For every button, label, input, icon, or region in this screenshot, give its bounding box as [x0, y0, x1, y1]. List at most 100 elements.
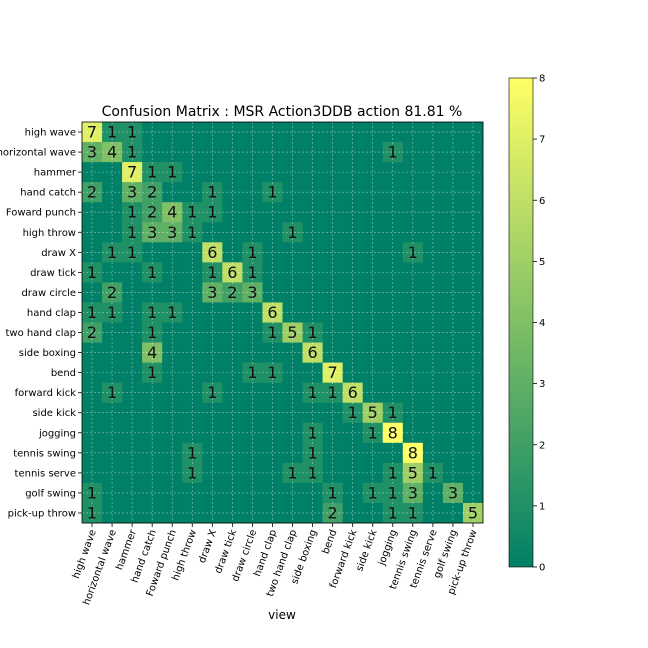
matrix-cell — [222, 182, 243, 203]
matrix-cell — [222, 362, 243, 383]
matrix-cell — [222, 342, 243, 363]
matrix-cell — [202, 422, 223, 444]
matrix-cell — [262, 382, 283, 403]
y-tick-label: side boxing — [19, 348, 76, 359]
cell-value-label: 1 — [207, 383, 217, 402]
cell-value-label: 8 — [388, 423, 398, 442]
matrix-cell — [82, 142, 103, 163]
cell-value-label: 1 — [368, 423, 378, 442]
matrix-cell — [282, 442, 303, 464]
matrix-cell — [162, 382, 183, 403]
matrix-cell — [442, 382, 464, 403]
matrix-cell — [82, 422, 103, 444]
matrix-cell — [142, 462, 163, 484]
matrix-cell — [262, 502, 283, 524]
matrix-cell — [202, 362, 223, 383]
matrix-cell — [262, 422, 283, 444]
matrix-cell — [242, 362, 263, 383]
matrix-cell — [402, 282, 424, 303]
matrix-cell — [242, 402, 263, 424]
matrix-cell — [182, 322, 203, 343]
matrix-cell — [422, 462, 444, 484]
cell-value-label: 1 — [87, 303, 97, 322]
matrix-cell — [162, 442, 183, 464]
matrix-cell — [122, 142, 143, 163]
matrix-cell — [202, 342, 223, 363]
matrix-cell — [462, 262, 484, 283]
y-tick-label: high throw — [23, 228, 76, 239]
matrix-cell — [242, 182, 263, 203]
cell-value-label: 1 — [267, 183, 277, 202]
matrix-cell — [422, 242, 444, 263]
matrix-cell — [262, 202, 283, 223]
colorbar-tick-label: 6 — [539, 196, 545, 207]
matrix-cell — [222, 462, 243, 484]
cell-value-label: 1 — [328, 383, 338, 402]
matrix-cell — [442, 482, 464, 504]
cell-value-label: 3 — [207, 283, 217, 302]
matrix-cell — [222, 242, 243, 263]
cell-value-label: 3 — [167, 223, 177, 242]
matrix-cell — [202, 462, 223, 484]
matrix-cell — [82, 162, 103, 183]
y-tick-label: jogging — [38, 428, 76, 439]
matrix-cell — [162, 142, 183, 163]
matrix-cell — [162, 182, 183, 203]
matrix-cell — [82, 222, 103, 243]
matrix-cell — [442, 262, 464, 283]
matrix-cell — [242, 122, 263, 143]
matrix-cell — [362, 242, 384, 263]
matrix-cell — [342, 342, 363, 363]
matrix-cell — [422, 282, 444, 303]
cell-labels: 7 1 13 4 1 17 1 12 3 2 1 11 2 4 1 11 3 3 1 11 1 6 1 11 1 1 6 12 3 2 31… — [87, 123, 478, 523]
matrix-cell — [422, 362, 444, 383]
y-tick-label: two hand clap — [6, 328, 76, 339]
cell-value-label: 1 — [167, 303, 177, 322]
matrix-cell — [382, 302, 404, 323]
matrix-cell — [422, 302, 444, 323]
matrix-cell — [162, 282, 183, 303]
matrix-cell — [442, 462, 464, 484]
matrix-cell — [242, 462, 263, 484]
matrix-cell — [202, 402, 223, 424]
matrix-cell — [462, 402, 484, 424]
matrix-cell — [182, 382, 203, 403]
matrix-cell — [182, 502, 203, 524]
matrix-cell — [182, 262, 203, 283]
y-tick-label: Foward punch — [6, 208, 76, 219]
matrix-cell — [122, 402, 143, 424]
matrix-cell — [202, 142, 223, 163]
cell-value-label: 1 — [87, 263, 97, 282]
matrix-cell — [402, 322, 424, 343]
matrix-cell — [402, 302, 424, 323]
matrix-cell — [162, 342, 183, 363]
matrix-cell — [342, 462, 363, 484]
matrix-cell — [422, 342, 444, 363]
matrix-cell — [322, 142, 343, 163]
colorbar-tick-label: 5 — [539, 257, 545, 268]
matrix-cell — [282, 302, 303, 323]
matrix-cell — [282, 402, 303, 424]
matrix-cell — [142, 382, 163, 403]
cell-value-label: 1 — [127, 223, 137, 242]
matrix-cell — [362, 422, 384, 444]
cell-value-label: 1 — [388, 463, 398, 482]
matrix-cell — [462, 382, 484, 403]
cell-value-label: 1 — [147, 303, 157, 322]
matrix-cell — [142, 162, 163, 183]
matrix-cell — [142, 362, 163, 383]
matrix-cell — [262, 322, 283, 343]
matrix-cell — [422, 422, 444, 444]
cell-value-label: 2 — [87, 323, 97, 342]
matrix-cell — [302, 322, 323, 343]
y-tick-label: tennis swing — [13, 448, 76, 459]
matrix-cell — [222, 402, 243, 424]
matrix-cell — [302, 382, 323, 403]
matrix-cell — [402, 202, 424, 223]
matrix-cell — [202, 302, 223, 323]
matrix-cell — [342, 222, 363, 243]
matrix-cell — [222, 382, 243, 403]
matrix-cell — [142, 122, 163, 143]
matrix-cell — [262, 222, 283, 243]
x-axis-title: view — [268, 608, 296, 622]
